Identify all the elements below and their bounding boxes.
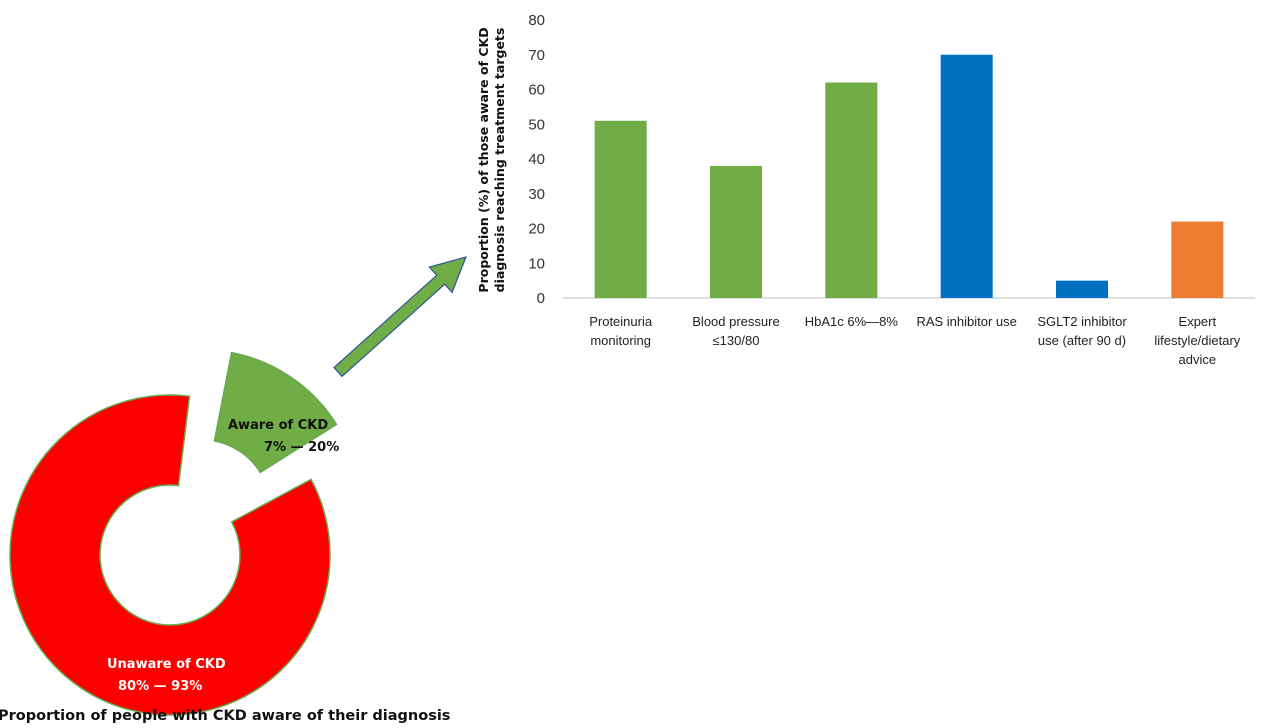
y-axis-label: Proportion (%) of those aware of CKD diag… <box>476 27 507 292</box>
donut-slice-unaware <box>9 394 331 716</box>
x-category-label: use (after 90 d) <box>1038 333 1126 348</box>
x-category-label: Expert <box>1179 314 1217 329</box>
unaware-range-label: 80% — 93% <box>118 679 202 694</box>
treatment-targets-bar-chart: Proportion (%) of those aware of CKD diag… <box>476 12 1255 367</box>
y-axis-ticks: 0 10 20 30 40 50 60 70 80 <box>528 12 545 307</box>
donut-caption: Proportion of people with CKD aware of t… <box>0 708 450 724</box>
x-category-label: Proteinuria <box>589 314 653 329</box>
x-category-label: advice <box>1179 352 1217 367</box>
y-tick-label: 50 <box>528 116 545 133</box>
y-axis-title-line: diagnosis reaching treatment targets <box>492 28 507 293</box>
bar <box>710 165 762 298</box>
y-tick-label: 80 <box>528 12 545 29</box>
x-category-label: monitoring <box>590 333 651 348</box>
x-category-label: SGLT2 inhibitor <box>1037 314 1127 329</box>
x-axis-categories: Proteinuria monitoring Blood pressure ≤130/… <box>589 314 1241 367</box>
arrow-shape <box>333 256 467 378</box>
y-tick-label: 40 <box>528 151 545 168</box>
bar <box>1056 280 1108 298</box>
aware-range-label: 7% — 20% <box>264 440 339 455</box>
x-category-label: ≤130/80 <box>713 333 760 348</box>
bar <box>940 54 993 298</box>
bar <box>825 82 878 298</box>
awareness-donut-chart: Aware of CKD 7% — 20% Unaware of CKD 80% — … <box>9 351 339 716</box>
y-tick-label: 0 <box>537 290 545 307</box>
x-category-label: Blood pressure <box>692 314 779 329</box>
x-category-label: RAS inhibitor use <box>916 314 1016 329</box>
y-axis-title-line: Proportion (%) of those aware of CKD <box>476 27 491 292</box>
bar <box>594 120 647 299</box>
y-tick-label: 70 <box>528 47 545 64</box>
x-category-label: lifestyle/dietary <box>1154 333 1240 348</box>
x-category-label: HbA1c 6%—8% <box>805 314 899 329</box>
y-tick-label: 20 <box>528 221 545 238</box>
donut-slice-aware <box>213 351 338 474</box>
y-tick-label: 60 <box>528 82 545 99</box>
connector-arrow <box>333 256 467 378</box>
unaware-label: Unaware of CKD <box>107 657 226 672</box>
aware-label: Aware of CKD <box>228 418 328 433</box>
bar <box>1171 221 1224 298</box>
y-tick-label: 30 <box>528 186 545 203</box>
y-tick-label: 10 <box>528 255 545 272</box>
bar-marks <box>594 54 1224 299</box>
